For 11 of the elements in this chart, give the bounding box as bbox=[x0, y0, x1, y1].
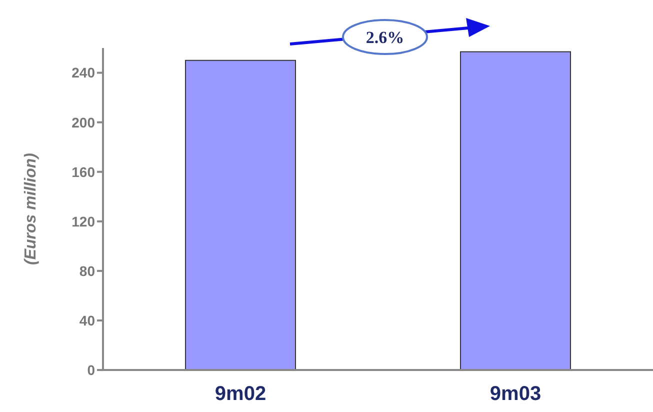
y-tick-label: 200 bbox=[72, 114, 96, 130]
y-tick-label: 40 bbox=[79, 312, 96, 328]
y-tick-label: 0 bbox=[87, 362, 96, 378]
y-tick-label: 240 bbox=[72, 64, 96, 81]
y-tick-label: 120 bbox=[72, 213, 96, 230]
x-tick-label: 9m03 bbox=[490, 383, 542, 406]
text: 2.6% bbox=[366, 28, 404, 47]
x-tick-label: 9m02 bbox=[214, 383, 266, 406]
y-tick-label: 160 bbox=[72, 164, 96, 180]
y-axis-title: (Euros million) bbox=[22, 153, 40, 265]
y-tick-label: 80 bbox=[79, 262, 96, 279]
